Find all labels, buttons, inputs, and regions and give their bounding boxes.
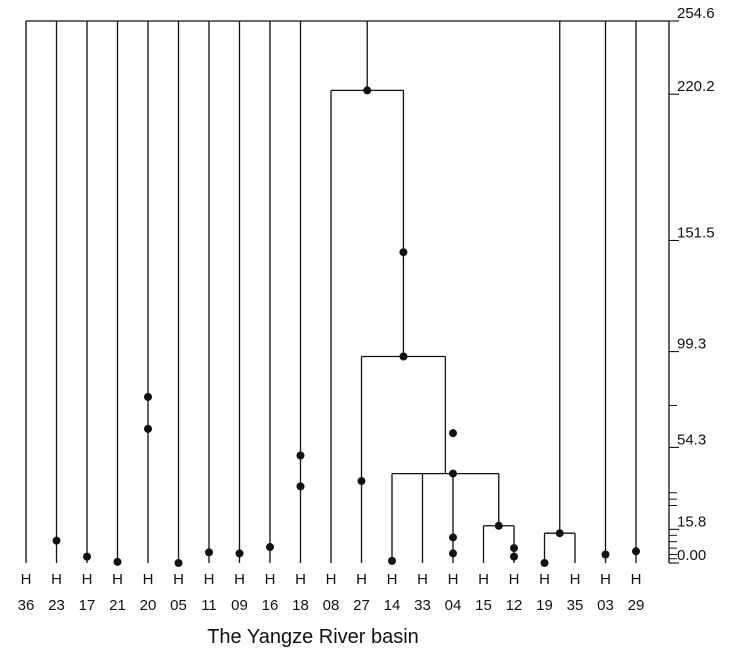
leaf-label-prefix: H xyxy=(509,571,520,588)
leaf-label-prefix: H xyxy=(82,571,93,588)
node-marker xyxy=(357,477,366,486)
dendrogram-branches xyxy=(25,21,637,563)
node-marker xyxy=(296,451,305,460)
node-marker xyxy=(266,543,274,552)
axis-tick-label: 220.2 xyxy=(677,78,715,95)
leaf-label-prefix: H xyxy=(51,571,62,588)
node-marker xyxy=(449,469,457,478)
leaf-label-prefix: H xyxy=(295,571,306,588)
node-marker xyxy=(388,556,396,565)
leaf-label-id: 19 xyxy=(536,597,553,614)
leaf-labels: H 36 H 23 H 17 H 21 H 20 H 05 H 11 H 09 H 16 H 18 H 08 H 27 H 14 H… xyxy=(18,571,645,614)
node-marker xyxy=(510,552,518,561)
node-marker xyxy=(449,533,457,542)
node-marker xyxy=(144,424,152,433)
node-marker xyxy=(83,552,91,561)
leaf-label-prefix: H xyxy=(356,571,367,588)
axis-tick-label: 0.00 xyxy=(677,547,706,564)
leaf-label-prefix: H xyxy=(387,571,398,588)
node-marker xyxy=(52,536,61,545)
leaf-label-prefix: H xyxy=(21,571,32,588)
leaf-label-id: 12 xyxy=(506,597,523,614)
node-marker xyxy=(494,521,503,530)
leaf-label-id: 09 xyxy=(231,597,248,614)
node-marker xyxy=(113,557,122,566)
right-axis: 254.6 220.2 151.5 99.3 54.3 15.8 0.00 xyxy=(668,5,715,564)
leaf-label-id: 27 xyxy=(353,597,370,614)
leaf-label-prefix: H xyxy=(265,571,276,588)
leaf-label-prefix: H xyxy=(539,571,550,588)
node-marker xyxy=(235,549,244,558)
leaf-label-id: 16 xyxy=(262,597,279,614)
dendrogram-markers xyxy=(52,86,640,567)
leaf-label-id: 04 xyxy=(445,597,462,614)
node-marker xyxy=(555,529,564,538)
leaf-label-prefix: H xyxy=(112,571,123,588)
leaf-label-prefix: H xyxy=(173,571,184,588)
leaf-label-id: 23 xyxy=(48,597,65,614)
chart-caption: The Yangze River basin xyxy=(207,626,419,648)
axis-tick-label: 151.5 xyxy=(677,224,715,241)
leaf-label-prefix: H xyxy=(478,571,489,588)
node-marker xyxy=(144,392,152,401)
leaf-label-id: 36 xyxy=(18,597,35,614)
node-marker xyxy=(363,86,372,95)
leaf-label-id: 35 xyxy=(567,597,584,614)
leaf-label-prefix: H xyxy=(204,571,215,588)
node-marker xyxy=(205,548,213,557)
leaf-label-id: 33 xyxy=(414,597,431,614)
node-marker xyxy=(449,429,457,438)
leaf-label-id: 14 xyxy=(384,597,401,614)
node-marker xyxy=(296,482,305,491)
leaf-label-id: 18 xyxy=(292,597,309,614)
axis-tick-label: 54.3 xyxy=(677,431,706,448)
leaf-label-id: 21 xyxy=(109,597,126,614)
leaf-label-id: 11 xyxy=(201,597,217,614)
leaf-label-id: 03 xyxy=(597,597,614,614)
leaf-label-id: 15 xyxy=(475,597,492,614)
node-marker xyxy=(399,248,408,257)
node-marker xyxy=(510,544,518,553)
node-marker xyxy=(601,550,610,559)
leaf-label-prefix: H xyxy=(326,571,337,588)
axis-tick-label: 99.3 xyxy=(677,336,706,353)
node-marker xyxy=(449,549,457,558)
leaf-label-id: 08 xyxy=(323,597,340,614)
node-marker xyxy=(174,559,183,567)
leaf-label-prefix: H xyxy=(417,571,428,588)
leaf-label-prefix: H xyxy=(600,571,611,588)
leaf-label-prefix: H xyxy=(448,571,459,588)
axis-tick-label: 15.8 xyxy=(677,513,706,530)
leaf-label-id: 05 xyxy=(170,597,187,614)
axis-tick-label: 254.6 xyxy=(677,5,715,22)
leaf-label-id: 17 xyxy=(79,597,96,614)
node-marker xyxy=(632,547,640,556)
node-marker xyxy=(399,352,408,361)
leaf-label-prefix: H xyxy=(570,571,581,588)
leaf-label-prefix: H xyxy=(631,571,642,588)
leaf-label-id: 29 xyxy=(628,597,645,614)
leaf-label-id: 20 xyxy=(140,597,157,614)
leaf-label-prefix: H xyxy=(143,571,154,588)
node-marker xyxy=(540,559,549,567)
leaf-label-prefix: H xyxy=(234,571,245,588)
